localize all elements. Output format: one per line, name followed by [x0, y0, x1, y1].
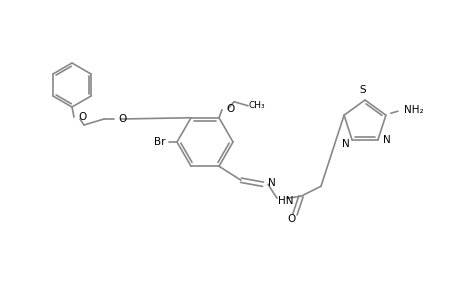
Text: S: S — [359, 85, 365, 95]
Text: NH₂: NH₂ — [403, 105, 423, 115]
Text: O: O — [225, 104, 234, 114]
Text: HN: HN — [277, 196, 293, 206]
Text: N: N — [341, 139, 349, 149]
Text: O: O — [118, 114, 126, 124]
Text: O: O — [287, 214, 296, 224]
Text: CH₃: CH₃ — [248, 101, 265, 110]
Text: N: N — [382, 135, 390, 145]
Text: Br: Br — [154, 137, 166, 147]
Text: O: O — [78, 112, 86, 122]
Text: N: N — [268, 178, 275, 188]
